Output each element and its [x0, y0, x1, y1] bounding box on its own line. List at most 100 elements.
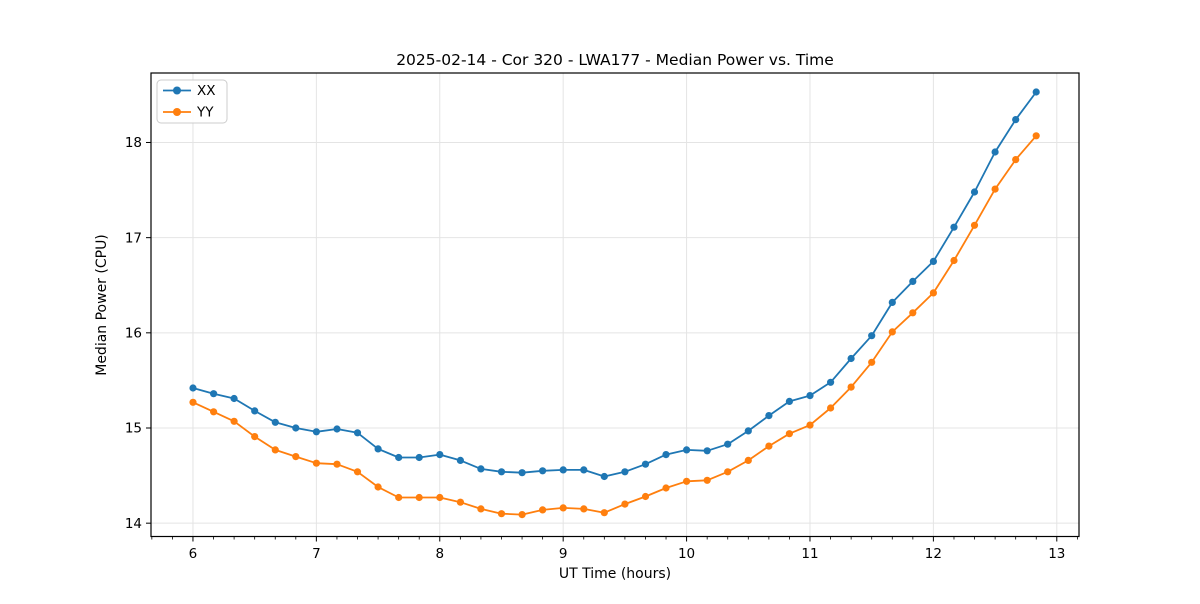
data-point-yy [353, 468, 362, 476]
legend-item-yy: YY [163, 105, 214, 121]
y-tick-label: 15 [125, 421, 142, 437]
data-point-xx [415, 453, 423, 462]
chart-title: 2025-02-14 - Cor 320 - LWA177 - Median P… [396, 51, 834, 69]
data-point-xx [230, 394, 238, 403]
data-point-yy [724, 468, 732, 476]
data-point-yy [189, 398, 197, 406]
series-line-yy [192, 135, 1037, 516]
data-point-yy [456, 498, 464, 506]
data-point-yy [230, 417, 238, 425]
data-point-xx [970, 188, 979, 196]
data-point-yy [991, 185, 999, 193]
data-point-yy [641, 492, 650, 501]
data-point-yy [518, 510, 526, 519]
data-point-yy [395, 493, 403, 502]
data-point-xx [703, 447, 711, 455]
data-point-xx [621, 468, 629, 476]
data-point-xx [888, 298, 896, 306]
data-point-yy [312, 459, 320, 467]
y-axis-label: Median Power (CPU) [94, 234, 110, 376]
data-point-xx [251, 407, 259, 415]
y-tick-label: 17 [125, 230, 142, 246]
data-point-xx [724, 440, 732, 448]
data-point-xx [559, 466, 567, 474]
data-point-yy [950, 256, 958, 265]
data-point-yy [1012, 156, 1020, 164]
data-point-yy [580, 505, 588, 513]
legend: XX YY [156, 79, 228, 124]
legend-label-xx: XX [197, 83, 216, 99]
y-tick-label: 16 [125, 326, 142, 342]
data-point-yy [621, 500, 629, 508]
data-point-yy [210, 408, 218, 416]
legend-box [156, 79, 228, 124]
data-point-yy [847, 383, 855, 391]
data-point-xx [950, 223, 958, 231]
data-point-yy [436, 493, 444, 502]
grid-layer [151, 73, 1079, 537]
data-point-yy [703, 476, 711, 484]
x-tick-label: 12 [925, 546, 942, 562]
data-point-xx [539, 467, 547, 475]
series-line-xx [192, 91, 1037, 478]
data-point-yy [477, 505, 485, 513]
data-point-xx [456, 456, 464, 464]
data-point-yy [929, 289, 938, 297]
data-point-xx [518, 469, 526, 477]
data-point-xx [477, 465, 485, 473]
x-tick-label: 7 [312, 546, 321, 562]
data-point-xx [827, 378, 835, 386]
data-point-xx [210, 390, 218, 398]
data-point-xx [189, 384, 197, 392]
data-point-yy [271, 446, 279, 454]
data-point-xx [580, 466, 588, 474]
data-point-yy [251, 433, 259, 441]
data-point-xx [929, 257, 938, 265]
data-point-yy [888, 328, 896, 336]
data-point-xx [292, 424, 300, 432]
x-axis-label: UT Time (hours) [559, 566, 671, 582]
data-point-yy [415, 493, 423, 502]
legend-item-xx: XX [163, 83, 216, 99]
data-point-yy [539, 506, 547, 514]
y-tick-label: 14 [125, 516, 142, 532]
data-point-xx [600, 472, 608, 481]
data-point-xx [1012, 116, 1020, 124]
data-point-yy [744, 456, 752, 464]
data-point-yy [868, 358, 876, 366]
data-point-xx [662, 451, 670, 459]
data-point-xx [868, 332, 876, 340]
x-tick-label: 9 [559, 546, 568, 562]
x-tick-label: 6 [189, 546, 198, 562]
y-tick-label: 18 [125, 135, 142, 151]
data-point-xx [312, 428, 320, 436]
data-point-xx [333, 425, 341, 433]
data-point-yy [292, 453, 300, 461]
tick-layer: 6 7 8 9 10 11 12 13 14 15 16 17 18 [125, 135, 1078, 562]
legend-label-yy: YY [196, 105, 214, 121]
data-point-xx [785, 397, 794, 405]
data-point-xx [395, 453, 403, 462]
data-point-xx [497, 468, 506, 476]
data-point-yy [374, 483, 382, 491]
data-point-yy [683, 477, 691, 485]
data-point-xx [991, 148, 999, 156]
legend-marker-yy [173, 108, 181, 116]
x-tick-label: 10 [678, 546, 695, 562]
data-point-xx [271, 418, 279, 426]
data-point-yy [970, 221, 979, 229]
data-point-xx [353, 429, 362, 437]
data-point-yy [785, 430, 794, 438]
data-point-xx [683, 446, 691, 454]
data-point-yy [806, 421, 814, 429]
x-tick-label: 8 [435, 546, 444, 562]
data-point-xx [909, 277, 917, 285]
x-tick-label: 11 [801, 546, 818, 562]
legend-marker-xx [173, 86, 181, 95]
data-point-xx [847, 354, 855, 363]
data-point-xx [806, 392, 814, 400]
data-point-yy [662, 484, 670, 492]
series-layer [189, 88, 1040, 519]
